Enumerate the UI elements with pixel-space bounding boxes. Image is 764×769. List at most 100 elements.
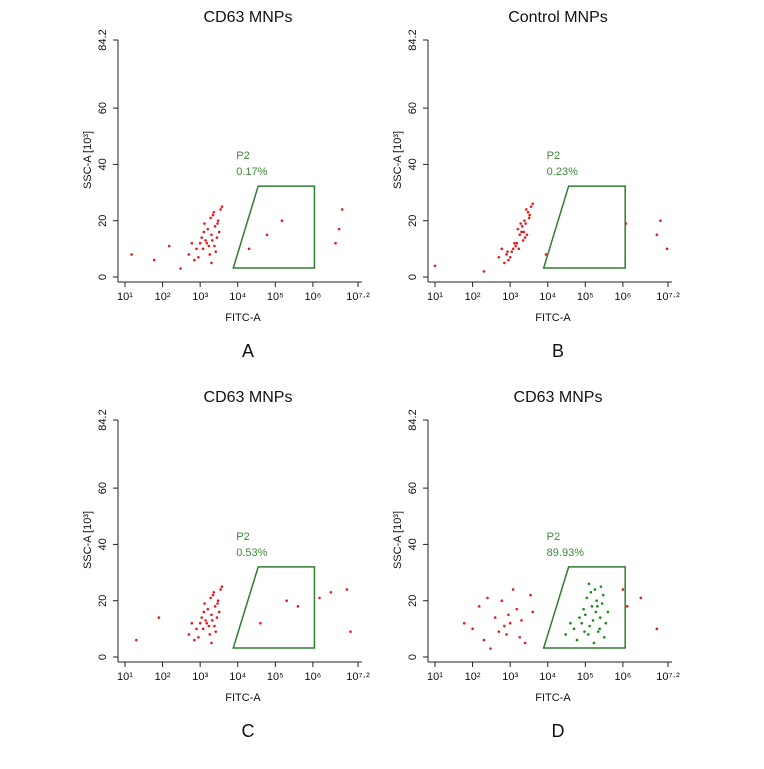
event-point — [213, 244, 216, 248]
x-tick-label: 10² — [465, 671, 481, 683]
x-tick-label: 10⁴ — [539, 291, 556, 303]
event-point — [179, 267, 182, 270]
y-tick-label: 40 — [407, 538, 419, 550]
event-point — [190, 241, 194, 245]
event-point — [489, 647, 492, 650]
event-point — [219, 588, 222, 591]
gate-name: P2 — [547, 531, 560, 543]
event-point — [655, 233, 659, 237]
event-point — [204, 239, 207, 242]
event-point — [486, 596, 489, 600]
event-point — [518, 635, 522, 639]
event-point — [606, 610, 610, 614]
event-point — [508, 621, 512, 625]
event-point — [210, 641, 213, 645]
x-tick-label: 10⁵ — [577, 291, 594, 303]
x-tick-label: 10⁵ — [267, 291, 284, 303]
event-point — [583, 630, 586, 633]
panel-label: C — [242, 721, 255, 741]
event-point — [334, 241, 337, 245]
gate-percent: 89.93% — [547, 547, 585, 559]
event-point — [198, 241, 202, 245]
event-point — [337, 227, 341, 231]
y-tick-label: 40 — [97, 538, 109, 550]
panel: CD63 MNPs 0 20 40 60 84.2 10¹ 10² 10³ 10⁴ 10⁵ 10⁶ 10… — [392, 389, 680, 741]
x-tick-label: 10⁶ — [305, 291, 322, 303]
event-point — [212, 590, 216, 594]
event-point — [130, 253, 133, 256]
x-tick-label: 10¹ — [117, 671, 133, 683]
event-point — [197, 635, 200, 639]
event-point — [259, 621, 262, 625]
event-point — [497, 630, 501, 633]
event-point — [585, 596, 589, 600]
y-tick-label: 84.2 — [97, 29, 109, 50]
event-point — [187, 253, 191, 256]
y-tick-label: 0 — [407, 654, 419, 660]
event-point — [462, 621, 466, 625]
event-point — [529, 593, 532, 597]
event-point — [210, 233, 213, 237]
event-point — [203, 602, 206, 605]
event-point — [604, 621, 608, 625]
event-point — [510, 250, 514, 253]
event-point — [205, 621, 209, 625]
panel: CD63 MNPs 0 20 40 60 84.2 10¹ 10² 10³ 10⁴ 10⁵ 10⁶ 10… — [82, 389, 370, 741]
event-point — [665, 247, 669, 251]
event-point — [216, 599, 220, 603]
event-point — [596, 605, 599, 608]
event-point — [520, 230, 523, 234]
event-point — [433, 264, 437, 268]
event-point — [586, 633, 590, 636]
x-tick-label: 10³ — [192, 291, 208, 303]
event-point — [531, 202, 535, 206]
event-point — [210, 613, 213, 617]
event-point — [528, 213, 531, 217]
gate — [542, 566, 626, 649]
event-point — [572, 627, 576, 631]
event-point — [340, 208, 344, 211]
event-point — [508, 255, 512, 259]
y-tick-label: 40 — [407, 158, 419, 170]
x-tick-label: 10⁷·² — [656, 291, 680, 303]
event-point — [511, 247, 515, 251]
x-tick-label: 10¹ — [427, 291, 443, 303]
gate — [232, 185, 316, 269]
event-point — [318, 596, 321, 600]
y-tick-label: 40 — [97, 158, 109, 170]
y-tick-label: 60 — [97, 102, 109, 114]
event-point — [592, 641, 596, 645]
event-point — [212, 210, 216, 214]
event-point — [193, 258, 196, 262]
gate — [232, 566, 316, 649]
event-point — [578, 616, 581, 619]
event-point — [216, 219, 220, 223]
event-point — [210, 261, 213, 265]
event-point — [211, 213, 215, 217]
y-tick-label: 0 — [407, 274, 419, 280]
event-point — [187, 633, 191, 636]
event-point — [190, 621, 194, 625]
gate-name: P2 — [547, 150, 560, 162]
event-point — [515, 607, 519, 611]
event-point — [503, 261, 506, 265]
event-point — [516, 227, 520, 231]
x-tick-label: 10⁵ — [267, 671, 284, 683]
event-point — [521, 239, 525, 242]
event-point — [135, 638, 138, 642]
event-point — [518, 233, 522, 237]
event-point — [520, 619, 523, 622]
event-point — [202, 230, 206, 234]
event-point — [207, 624, 211, 628]
event-point — [216, 222, 219, 225]
event-point — [215, 616, 219, 619]
event-point — [208, 633, 212, 636]
x-tick-label: 10⁵ — [577, 671, 594, 683]
event-point — [152, 258, 156, 262]
y-axis-label: SSC-A [10³] — [392, 511, 404, 569]
panel-title: CD63 MNPs — [514, 389, 603, 406]
event-point — [329, 590, 333, 594]
event-point — [525, 233, 529, 237]
x-tick-label: 10⁷·² — [656, 671, 680, 683]
